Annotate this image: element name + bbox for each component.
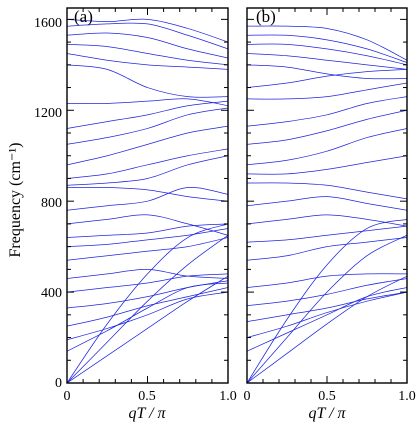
band-line [66,187,229,202]
x-tick-label: 0 [244,389,251,404]
band-line [66,148,229,179]
y-tick-labels: 0 400 800 1200 1600 [34,16,62,391]
band-line [66,18,229,43]
x-axis-label-b: qT / π [308,405,346,422]
x-tick-labels-b: 0 0.5 1.0 [244,389,416,404]
band-line [246,43,408,66]
band-line [246,34,408,63]
x-axis-label-a: qT / π [128,405,166,422]
x-tick-labels-a: 0 0.5 1.0 [64,389,237,404]
band-line [246,53,408,70]
band-line [246,25,408,61]
band-line [246,234,408,384]
panel-b-ticks [246,8,408,384]
panel-b-frame [246,7,408,384]
y-tick-label: 1600 [34,16,62,31]
band-line [66,32,229,59]
band-line [246,278,408,307]
panel-b-label: (b) [256,7,276,26]
x-tick-label: 0 [64,389,71,404]
panel-a: (a) [66,7,229,384]
band-line [246,196,408,211]
band-line [246,273,408,288]
band-line [246,64,408,80]
band-line [66,98,229,107]
band-line [246,218,408,384]
band-line [66,125,229,166]
band-line [246,82,408,100]
band-line [66,273,229,293]
band-line [66,223,229,384]
y-tick-label: 800 [41,196,62,211]
band-line [246,182,408,200]
band-line [246,155,408,175]
band-line [66,280,229,309]
band-line [246,287,408,352]
band-line [66,275,229,384]
band-line [246,68,408,88]
band-line [66,268,229,279]
band-line [246,291,408,323]
band-line [66,22,229,50]
band-line [66,237,229,261]
band-line [246,128,408,166]
band-line [66,107,229,145]
band-line [246,291,408,338]
x-tick-label: 1.0 [398,389,416,404]
panel-a-frame [66,7,229,384]
panel-a-bands [66,18,229,384]
band-line [246,109,408,145]
band-line [66,287,229,327]
band-line [66,53,229,70]
y-axis-label: Frequency (cm⁻¹) [7,143,24,258]
band-line [66,100,229,129]
panel-a-label: (a) [74,7,93,26]
band-line [66,291,229,341]
band-line [66,155,229,186]
band-line [246,275,408,384]
band-line [66,214,229,236]
band-line [66,64,229,98]
band-line [66,234,229,384]
band-line [246,214,408,227]
panel-b-bands [246,25,408,384]
x-tick-label: 0.5 [318,389,336,404]
band-line [66,228,229,248]
band-line [66,223,229,238]
y-tick-label: 1200 [34,106,62,121]
band-line [66,43,229,66]
x-tick-label: 1.0 [219,389,237,404]
band-line [66,187,229,211]
band-line [246,225,408,243]
panel-b: (b) [246,7,408,384]
x-tick-label: 0.5 [138,389,156,404]
band-line [246,96,408,127]
y-tick-label: 400 [41,286,62,301]
panel-a-ticks [66,8,229,384]
band-line [246,237,408,261]
y-tick-label: 0 [55,376,62,391]
